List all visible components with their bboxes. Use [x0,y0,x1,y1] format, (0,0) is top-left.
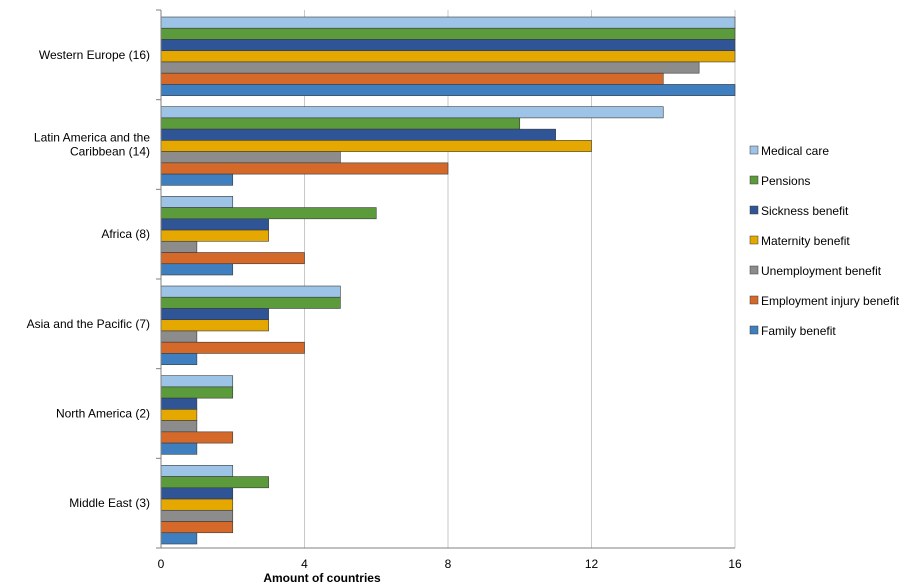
bar [160,532,198,545]
bar [160,409,198,421]
bar [160,353,198,365]
bar [160,431,234,444]
x-tick-label: 16 [728,557,742,571]
legend-swatch [749,265,759,275]
bar [160,218,269,231]
bar [160,386,234,399]
bar [160,420,198,433]
x-tick-label: 0 [158,557,165,571]
legend-label: Unemployment benefit [761,264,882,278]
x-axis-title: Amount of countries [263,571,381,585]
bar [160,341,305,354]
category-label: Western Europe (16) [39,48,150,62]
bar [160,173,234,186]
bar [160,498,234,511]
category-labels: Western Europe (16) Latin America and the… [27,48,151,510]
bar [160,465,234,477]
bar [160,285,341,298]
bar [160,207,377,220]
bar [160,39,736,52]
x-tick-label: 4 [301,557,308,571]
category-label: Asia and the Pacific (7) [27,317,150,331]
bar [160,61,700,74]
bar [160,140,592,152]
legend-label: Pensions [761,174,810,188]
bar [160,521,234,534]
bar [160,72,664,85]
category-label: Africa (8) [101,227,150,241]
legend-swatch [749,175,759,185]
bar [160,296,341,309]
legend-label: Maternity benefit [761,234,850,248]
category-label: North America (2) [56,407,150,421]
bar [160,84,736,96]
bar [160,229,269,242]
legend-label: Family benefit [761,324,836,338]
bar [160,117,521,130]
bar [160,330,198,343]
x-tick-labels: 0 4 8 12 16 [158,557,742,571]
bar [160,375,234,388]
legend-swatch [749,325,759,335]
axes [156,9,735,549]
gridlines [304,10,736,548]
bar [160,509,234,522]
bar [160,487,234,500]
legend-swatch [749,205,759,215]
bar [160,50,736,63]
x-tick-label: 12 [585,557,599,571]
category-label: Middle East (3) [69,496,150,510]
bar [160,162,449,175]
bar [160,240,198,253]
legend-label: Employment injury benefit [761,294,900,308]
bar [160,397,198,410]
bar [160,308,269,321]
bar [160,151,341,164]
legend: Medical care Pensions Sickness benefit Mate… [749,144,900,338]
bar [160,252,305,265]
bar [160,27,736,40]
legend-swatch [749,235,759,245]
legend-label: Medical care [761,144,829,158]
bar [160,128,556,141]
bar [160,196,234,208]
bar [160,106,664,119]
legend-swatch [749,295,759,305]
bar [160,16,736,29]
legend-label: Sickness benefit [761,204,849,218]
bar [160,476,269,489]
category-label: Latin America and the Caribbean (14) [34,131,150,159]
legend-swatch [749,145,759,155]
x-tick-label: 8 [445,557,452,571]
bar [160,263,234,276]
bar [160,442,198,455]
bar [160,319,269,332]
